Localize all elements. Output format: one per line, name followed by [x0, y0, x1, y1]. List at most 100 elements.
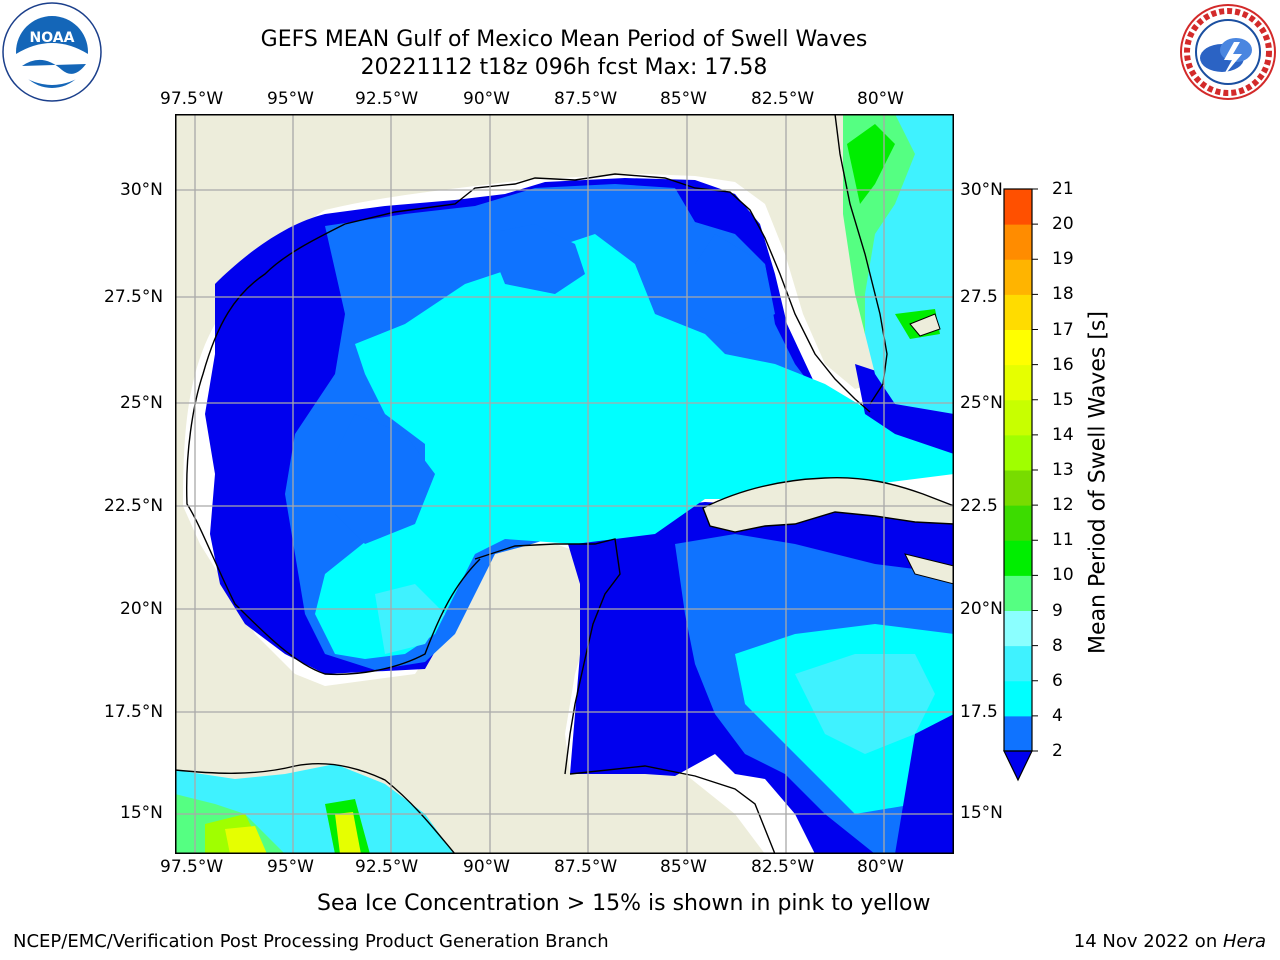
colorbar-bin: [1004, 645, 1032, 682]
colorbar-bin: [1004, 575, 1032, 611]
lon-label-bottom: 97.5°W: [160, 857, 224, 877]
lon-label-top: 80°W: [857, 89, 904, 109]
lon-label-top: 87.5°W: [554, 89, 618, 109]
noaa-logo-text: NOAA: [30, 30, 75, 46]
footer-system: Hera: [1222, 931, 1266, 952]
colorbar-tick-label: 19: [1052, 249, 1074, 270]
lon-label-bottom: 85°W: [660, 857, 707, 877]
yucatan-coast: [474, 538, 621, 775]
lat-label-left: 30°N: [120, 180, 163, 200]
colorbar-bin: [1004, 189, 1032, 225]
lat-label-left: 22.5°N: [104, 496, 164, 516]
colorbar-tick-label: 16: [1052, 354, 1074, 375]
colorbar-bin: [1004, 294, 1032, 330]
colorbar-extend-arrow: [1003, 750, 1033, 782]
lon-label-top: 95°W: [267, 89, 314, 109]
sea-ice-note: Sea Ice Concentration > 15% is shown in …: [317, 891, 931, 916]
lat-label-right: 15°N: [960, 803, 1003, 823]
graticule: [175, 114, 954, 854]
colorbar-tick-label: 4: [1052, 705, 1063, 726]
colorbar-bin: [1004, 610, 1032, 647]
colorbar-bin: [1004, 470, 1032, 506]
lon-label-bottom: 95°W: [267, 857, 314, 877]
colorbar-bin: [1004, 540, 1032, 576]
colorbar-bin: [1004, 224, 1032, 260]
gulf-period-4-6: [315, 234, 954, 659]
caribbean-period-6-8: [795, 654, 935, 754]
footer-date-text: 14 Nov 2022 on: [1073, 931, 1223, 952]
colorbar-tick-label: 8: [1052, 635, 1063, 656]
lon-label-top: 90°W: [463, 89, 510, 109]
pacific-period-14-15: [225, 826, 267, 854]
gulf-period-2-4-patch: [485, 224, 585, 294]
caribbean-deep-right: [895, 714, 954, 854]
colorbar-tick-label: 21: [1052, 179, 1074, 199]
lon-label-top: 82.5°W: [751, 89, 815, 109]
central-america-coast: [175, 763, 456, 854]
colorbar-tick-label: 10: [1052, 565, 1074, 586]
colorbar-bin: [1004, 505, 1032, 541]
colorbar-bin: [1004, 399, 1032, 436]
lon-label-bottom: 80°W: [857, 857, 904, 877]
chart-subtitle: 20221112 t18z 096h fcst Max: 17.58: [360, 55, 768, 80]
colorbar-bin: [1004, 364, 1032, 401]
colorbar: [1000, 185, 1048, 785]
gulf-period-6-8: [375, 584, 445, 654]
colorbar-ticks: 2 4 6 8 9 10 11 12 13 14 15 16 17 18 19 20 21: [1052, 179, 1092, 785]
atlantic-period-10-11: [847, 124, 895, 204]
lon-label-top: 92.5°W: [355, 89, 419, 109]
pacific-period-14-15-east: [335, 812, 361, 854]
colorbar-tick-label: 2: [1052, 741, 1063, 761]
lat-label-right: 20°N: [960, 599, 1003, 619]
map-frame: [175, 114, 954, 854]
lat-label-right: 27.5: [960, 287, 998, 307]
lat-label-right: 22.5: [960, 496, 998, 516]
chart-title: GEFS MEAN Gulf of Mexico Mean Period of …: [260, 27, 868, 52]
lat-label-right: 25°N: [960, 393, 1003, 413]
noaa-logo: NOAA: [2, 2, 102, 102]
north-gulf-coast: [344, 173, 871, 413]
bahamas-island: [909, 313, 941, 337]
colorbar-tick-label: 18: [1052, 284, 1074, 305]
lon-label-bottom: 90°W: [463, 857, 510, 877]
colorbar-label: Mean Period of Swell Waves [s]: [1085, 311, 1111, 654]
colorbar-tick-label: 11: [1052, 530, 1074, 551]
lon-label-bottom: 87.5°W: [554, 857, 618, 877]
caribbean-deep-east: [855, 364, 954, 454]
lat-label-left: 20°N: [120, 599, 163, 619]
lon-label-top: 97.5°W: [160, 89, 224, 109]
gulf-period-2-4-patch-2: [695, 234, 775, 334]
colorbar-tick-label: 15: [1052, 389, 1074, 410]
lat-label-left: 27.5°N: [104, 287, 164, 307]
colorbar-tick-label: 14: [1052, 424, 1074, 445]
lat-label-left: 17.5°N: [104, 702, 164, 722]
footer-date: 14 Nov 2022 on Hera: [1074, 931, 1266, 952]
lat-label-left: 15°N: [120, 803, 163, 823]
colorbar-tick-label: 20: [1052, 214, 1074, 235]
mexico-texas-coast: [186, 223, 481, 676]
nws-logo: [1178, 2, 1278, 102]
gulf-period-2-4-patch-3: [335, 414, 435, 544]
lat-label-right: 17.5: [960, 702, 998, 722]
honduras-coast: [569, 765, 776, 854]
footer-credit: NCEP/EMC/Verification Post Processing Pr…: [13, 931, 609, 952]
colorbar-tick-label: 12: [1052, 495, 1074, 516]
colorbar-frame: [1003, 188, 1033, 752]
cuba-land: [702, 476, 954, 533]
colorbar-tick-label: 6: [1052, 670, 1063, 691]
colorbar-tick-label: 13: [1052, 460, 1074, 480]
lon-label-top: 85°W: [660, 89, 707, 109]
colorbar-tick-label: 9: [1052, 600, 1063, 621]
map-plot: [175, 114, 954, 854]
colorbar-bin: [1004, 259, 1032, 295]
lon-label-bottom: 82.5°W: [751, 857, 815, 877]
colorbar-bin: [1004, 329, 1032, 366]
hispaniola-hint: [904, 553, 954, 585]
colorbar-bin: [1004, 715, 1032, 752]
colorbar-tick-label: 17: [1052, 319, 1074, 340]
lat-label-left: 25°N: [120, 393, 163, 413]
colorbar-bin: [1004, 434, 1032, 471]
colorbar-bin: [1004, 680, 1032, 717]
lon-label-bottom: 92.5°W: [355, 857, 419, 877]
lat-label-right: 30°N: [960, 180, 1003, 200]
